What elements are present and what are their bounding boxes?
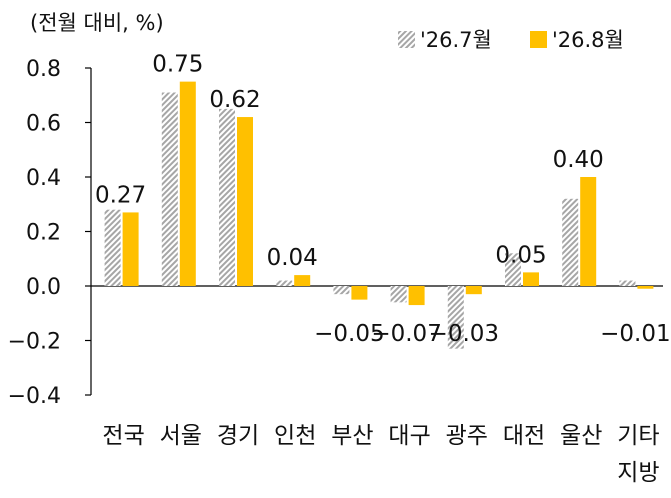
category-label: 지방	[617, 460, 659, 486]
bar-aug	[637, 286, 654, 289]
category-label: 대전	[503, 423, 545, 449]
bar-jul	[447, 286, 464, 349]
data-label: 0.75	[152, 52, 203, 78]
category-label: 서울	[160, 423, 202, 449]
category-label: 광주	[446, 423, 488, 449]
y-tick-label: 0.0	[26, 275, 61, 300]
bar-aug	[465, 286, 482, 295]
legend-swatch	[398, 31, 415, 48]
unit-label: (전월 대비, %)	[30, 11, 164, 35]
category-label: 전국	[102, 423, 144, 449]
data-label: 0.40	[553, 147, 604, 173]
y-tick-label: 0.8	[26, 57, 61, 82]
bar-jul	[161, 92, 178, 287]
category-label: 부산	[331, 423, 373, 449]
bar-jul	[619, 280, 636, 286]
bar-aug	[408, 286, 425, 306]
bar-aug	[580, 177, 597, 286]
legend: '26.7월 '26.8월	[398, 28, 624, 52]
axes: 0.8 0.6 0.4 0.2 0.0 −0.2 −0.4	[8, 57, 663, 409]
data-label: 0.62	[209, 87, 260, 113]
data-label: −0.05	[314, 321, 384, 347]
category-label: 울산	[560, 423, 602, 449]
data-label: 0.04	[267, 245, 318, 271]
data-label: −0.07	[371, 321, 441, 347]
category-label: 경기	[217, 423, 259, 449]
y-tick-label: −0.2	[8, 330, 61, 355]
bar-aug	[351, 286, 368, 300]
legend-label: '26.7월	[420, 28, 492, 52]
data-labels: 0.27 0.750.62 0.04 −0.05−0.07−0.03 0.05 0.40 −…	[95, 52, 671, 347]
y-tick-label: −0.4	[8, 384, 61, 409]
category-label: 기타	[617, 423, 659, 449]
bar-jul	[390, 286, 407, 303]
bar-jul	[562, 198, 579, 286]
data-label: −0.03	[429, 321, 499, 347]
data-label: 0.05	[495, 242, 546, 268]
bar-aug	[294, 275, 311, 286]
bar-jul	[276, 280, 293, 286]
legend-swatch	[530, 31, 547, 48]
category-label: 대구	[388, 423, 430, 449]
bar-aug	[179, 81, 196, 286]
bar-jul	[104, 209, 121, 286]
bars	[104, 81, 654, 349]
bar-jul	[505, 253, 521, 286]
data-label: 0.27	[95, 182, 146, 208]
category-label: 인천	[274, 423, 316, 449]
bar-aug	[523, 272, 539, 286]
bar-aug	[122, 212, 139, 286]
bar-aug	[237, 117, 253, 286]
y-tick-label: 0.6	[26, 112, 61, 137]
data-label: −0.01	[600, 321, 670, 347]
y-tick-label: 0.4	[26, 166, 61, 191]
bar-jul	[219, 108, 235, 286]
bar-jul	[333, 286, 350, 295]
y-tick-label: 0.2	[26, 221, 61, 246]
legend-label: '26.8월	[552, 28, 624, 52]
